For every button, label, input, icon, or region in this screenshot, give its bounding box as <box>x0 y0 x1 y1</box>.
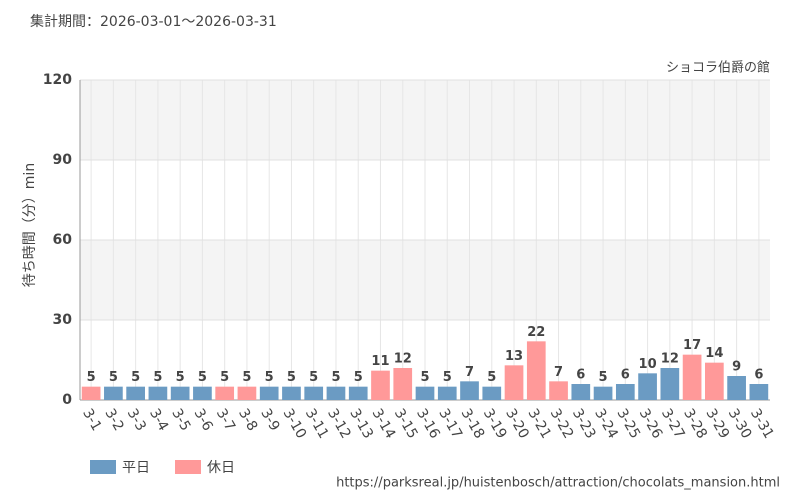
bar <box>304 386 324 400</box>
legend-label: 平日 <box>122 460 150 476</box>
x-tick-label: 3-9 <box>257 406 282 434</box>
value-label: 5 <box>176 370 185 385</box>
value-label: 5 <box>131 370 140 385</box>
bar <box>393 368 413 400</box>
value-label: 5 <box>354 370 363 385</box>
bar <box>81 386 101 400</box>
value-label: 5 <box>109 370 118 385</box>
bar <box>215 386 235 400</box>
bar <box>482 386 502 400</box>
value-label: 5 <box>220 370 229 385</box>
value-label: 10 <box>639 357 657 372</box>
legend-label: 休日 <box>207 460 235 476</box>
chart-title: 集計期間：2026-03-01～2026-03-31 <box>30 13 277 30</box>
value-label: 12 <box>661 352 679 367</box>
bar <box>504 365 524 400</box>
bar <box>237 386 257 400</box>
y-tick-label: 30 <box>53 312 73 328</box>
value-label: 6 <box>576 368 585 383</box>
bar <box>705 362 724 400</box>
value-label: 6 <box>621 368 630 383</box>
bar <box>660 368 680 400</box>
bar <box>615 384 635 400</box>
y-tick-label: 0 <box>62 392 72 408</box>
value-label: 14 <box>705 346 723 361</box>
y-tick-label: 60 <box>53 232 73 248</box>
x-tick-label: 3-7 <box>213 406 238 434</box>
value-label: 11 <box>371 354 389 369</box>
bar <box>749 384 769 400</box>
value-label: 5 <box>420 370 429 385</box>
bar <box>682 354 702 400</box>
value-label: 5 <box>599 370 608 385</box>
value-label: 5 <box>265 370 274 385</box>
value-label: 5 <box>153 370 162 385</box>
value-label: 13 <box>505 349 523 364</box>
value-label: 12 <box>394 352 412 367</box>
bar <box>193 386 212 400</box>
y-tick-label: 120 <box>43 72 72 88</box>
value-label: 5 <box>242 370 251 385</box>
x-tick-label: 3-1 <box>79 406 104 434</box>
bar <box>437 386 457 400</box>
bar <box>126 386 145 400</box>
bar <box>371 370 390 400</box>
value-label: 5 <box>331 370 340 385</box>
x-tick-label: 3-6 <box>190 406 215 434</box>
y-axis-label: 待ち時間（分）min <box>22 163 38 287</box>
bar <box>282 386 301 400</box>
bar <box>549 381 568 400</box>
bar <box>348 386 368 400</box>
bar <box>170 386 190 400</box>
bar <box>259 386 279 400</box>
legend-swatch <box>175 460 201 474</box>
value-label: 5 <box>309 370 318 385</box>
value-label: 17 <box>683 338 701 353</box>
value-label: 7 <box>554 365 563 380</box>
x-tick-label: 3-31 <box>747 406 777 442</box>
bar <box>104 386 123 400</box>
bar <box>571 384 591 400</box>
value-label: 5 <box>287 370 296 385</box>
bar <box>638 373 657 400</box>
chart-subtitle: ショコラ伯爵の館 <box>666 61 770 76</box>
value-label: 5 <box>443 370 452 385</box>
bar <box>593 386 613 400</box>
bar <box>415 386 435 400</box>
x-tick-label: 3-5 <box>168 406 193 434</box>
value-label: 5 <box>87 370 96 385</box>
x-tick-label: 3-2 <box>101 406 126 434</box>
value-label: 9 <box>732 360 741 375</box>
bar <box>460 381 479 400</box>
y-tick-label: 90 <box>53 152 73 168</box>
value-label: 5 <box>198 370 207 385</box>
bar <box>326 386 346 400</box>
value-label: 7 <box>465 365 474 380</box>
bar <box>727 376 746 400</box>
bar <box>148 386 168 400</box>
value-label: 6 <box>754 368 763 383</box>
x-tick-label: 3-8 <box>235 406 260 434</box>
x-tick-label: 3-3 <box>124 406 149 434</box>
value-label: 22 <box>527 325 545 340</box>
source: https://parksreal.jp/huistenbosch/attrac… <box>336 476 780 491</box>
legend-swatch <box>90 460 116 474</box>
bar <box>526 341 546 400</box>
value-label: 5 <box>487 370 496 385</box>
x-tick-label: 3-4 <box>146 406 171 434</box>
